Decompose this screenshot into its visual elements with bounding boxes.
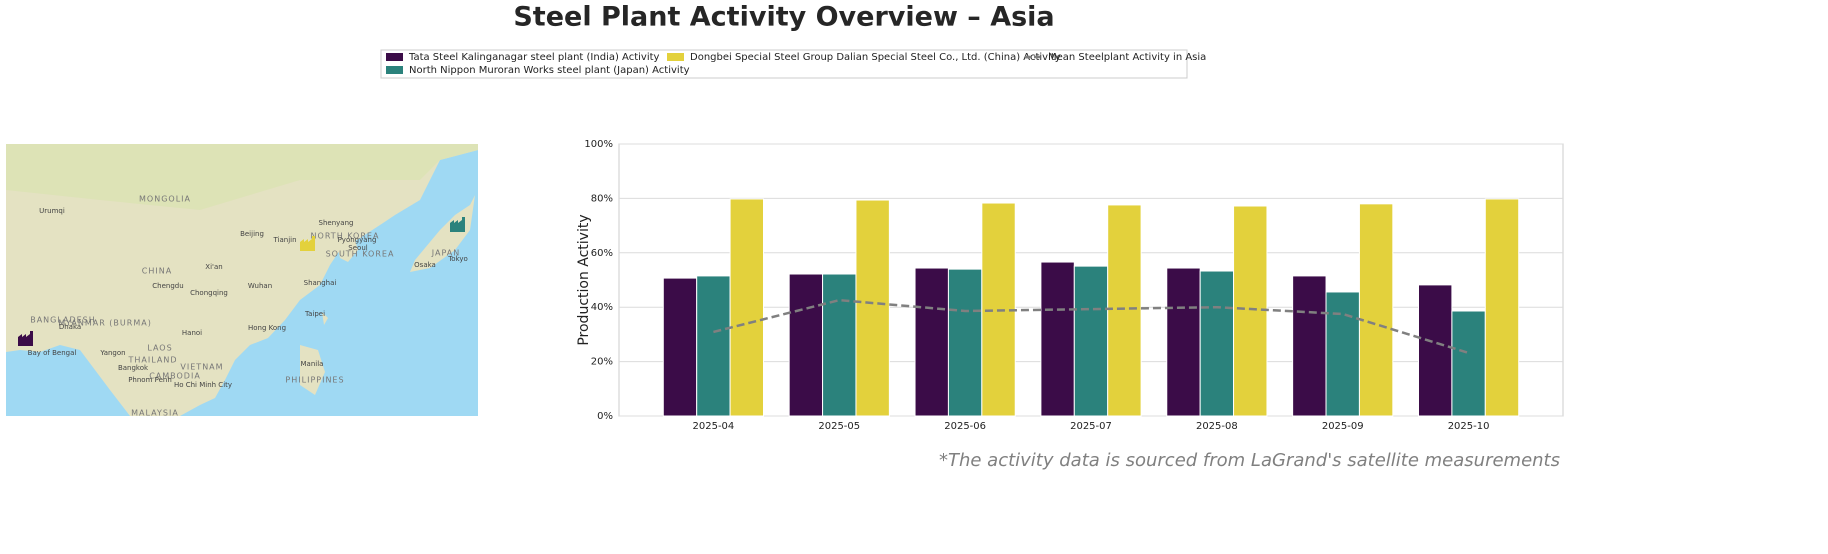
- map-label: NORTH KOREA: [311, 232, 380, 241]
- map-label: CAMBODIA: [149, 372, 201, 381]
- map-label: Tokyo: [447, 255, 468, 263]
- legend-swatch: [667, 53, 684, 61]
- map-label: Chongqing: [190, 289, 228, 297]
- map-label: Osaka: [414, 261, 436, 269]
- map-label: MALAYSIA: [131, 409, 179, 418]
- y-tick-label: 80%: [591, 193, 613, 204]
- map-label: Tianjin: [272, 236, 296, 244]
- map-label: Yangon: [99, 349, 125, 357]
- map-label: PHILIPPINES: [285, 376, 344, 385]
- map-label: Beijing: [240, 230, 264, 238]
- y-tick-label: 40%: [591, 302, 613, 313]
- bar: [1040, 261, 1075, 417]
- map: [6, 144, 478, 416]
- y-tick-label: 60%: [591, 248, 613, 259]
- bar: [1073, 265, 1109, 417]
- map-label: CHINA: [142, 267, 172, 276]
- map-label: THAILAND: [128, 356, 178, 365]
- y-tick-label: 20%: [591, 357, 613, 368]
- x-tick-label: 2025-05: [818, 421, 860, 432]
- legend-label: Tata Steel Kalinganagar steel plant (Ind…: [408, 52, 660, 63]
- y-tick-label: 100%: [584, 139, 613, 150]
- map-label: Manila: [301, 360, 324, 368]
- bar: [1199, 270, 1235, 417]
- map-philippines: [300, 345, 325, 395]
- bar: [1166, 267, 1201, 417]
- map-label: Hong Kong: [248, 324, 286, 332]
- x-tick-label: 2025-04: [693, 421, 735, 432]
- map-label: Dhaka: [59, 323, 81, 331]
- bar: [1484, 198, 1520, 417]
- legend-label: North Nippon Muroran Works steel plant (…: [409, 65, 690, 76]
- map-label: MYANMAR (BURMA): [58, 319, 152, 328]
- bar: [1358, 203, 1394, 417]
- bar: [1325, 291, 1360, 417]
- plant-icon: [18, 331, 33, 346]
- bar: [696, 275, 731, 417]
- bar: [1418, 284, 1453, 417]
- map-label: JAPAN: [431, 249, 460, 258]
- map-label: MONGOLIA: [139, 195, 191, 204]
- map-label: Ho Chi Minh City: [174, 381, 232, 389]
- bar: [1233, 205, 1268, 417]
- map-label: Chengdu: [152, 282, 183, 290]
- map-label: VIETNAM: [180, 363, 223, 372]
- map-label: Taipei: [304, 310, 325, 318]
- map-label: Shanghai: [304, 279, 337, 287]
- map-label: Pyongyang: [338, 236, 377, 244]
- x-tick-label: 2025-10: [1448, 421, 1490, 432]
- legend-swatch: [386, 66, 403, 74]
- bar: [1451, 310, 1486, 417]
- footnote: *The activity data is sourced from LaGra…: [939, 450, 1560, 471]
- bar: [822, 273, 857, 417]
- legend-swatch: [386, 53, 403, 61]
- y-tick-label: 0%: [597, 411, 613, 422]
- y-axis-label: Production Activity: [576, 214, 592, 345]
- bar: [788, 273, 824, 417]
- map-label: Hanoi: [182, 329, 202, 337]
- bar: [1292, 275, 1327, 417]
- map-label: Xi'an: [205, 263, 222, 271]
- map-label: LAOS: [147, 344, 172, 353]
- x-tick-label: 2025-08: [1196, 421, 1238, 432]
- map-label: BANGLADESH: [30, 316, 96, 325]
- legend-label: Dongbei Special Steel Group Dalian Speci…: [690, 52, 1061, 63]
- map-label: Wuhan: [248, 282, 272, 290]
- map-label: Urumqi: [39, 207, 65, 215]
- bar: [1107, 204, 1142, 417]
- plant-icon-shape: [300, 236, 315, 251]
- map-label: Bangkok: [118, 364, 149, 372]
- x-tick-label: 2025-09: [1322, 421, 1364, 432]
- map-label: Bay of Bengal: [28, 349, 77, 357]
- map-japan: [410, 195, 475, 272]
- map-label: Seoul: [348, 244, 367, 252]
- map-label: Shenyang: [319, 219, 354, 227]
- plant-icon: [300, 236, 315, 251]
- bar: [914, 267, 949, 417]
- map-land: [6, 144, 478, 416]
- map-land-north: [6, 144, 478, 210]
- chart-title: Steel Plant Activity Overview – Asia: [513, 2, 1054, 33]
- legend-box: [380, 49, 1188, 79]
- map-label: SOUTH KOREA: [326, 250, 395, 259]
- map-korea: [335, 230, 358, 262]
- plant-icon-shape: [18, 331, 33, 346]
- bar: [729, 198, 764, 417]
- plant-icon-shape: [450, 217, 465, 232]
- bar: [662, 277, 698, 417]
- x-tick-label: 2025-07: [1070, 421, 1112, 432]
- bar: [947, 268, 983, 417]
- legend-label: Mean Steelplant Activity in Asia: [1048, 52, 1206, 63]
- map-taiwan: [322, 312, 328, 325]
- plant-icon: [450, 217, 465, 232]
- map-label: Phnom Penh: [128, 376, 172, 384]
- x-tick-label: 2025-06: [944, 421, 986, 432]
- bar: [855, 199, 890, 417]
